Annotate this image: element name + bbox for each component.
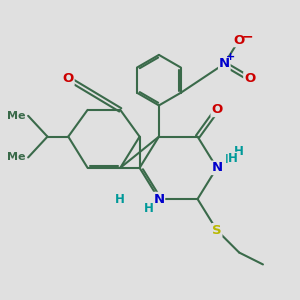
Text: H: H [234, 145, 244, 158]
Text: N: N [153, 193, 164, 206]
Text: H: H [228, 152, 238, 165]
Text: O: O [233, 34, 245, 46]
Text: N: N [211, 161, 222, 174]
Text: S: S [212, 224, 222, 237]
Text: N: N [219, 57, 230, 70]
Text: +: + [226, 52, 236, 62]
Text: O: O [244, 72, 255, 85]
Text: H: H [144, 202, 154, 215]
Text: Me: Me [7, 111, 26, 121]
Text: −: − [242, 29, 253, 44]
Text: H: H [115, 193, 125, 206]
Text: O: O [211, 103, 223, 116]
Text: H: H [224, 153, 234, 166]
Text: Me: Me [7, 152, 26, 162]
Text: O: O [63, 72, 74, 85]
